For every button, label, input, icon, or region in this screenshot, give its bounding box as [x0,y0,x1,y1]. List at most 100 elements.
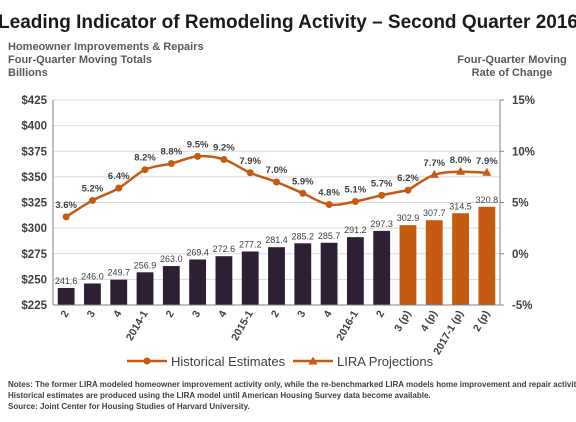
bar-value-label: 281.4 [265,235,288,245]
bar [58,288,75,305]
bar-value-label: 285.2 [292,231,315,241]
bar [242,251,259,305]
bar-value-label: 256.9 [134,260,157,270]
bar [294,243,311,305]
bar-value-label: 272.6 [213,244,236,254]
x-axis-tick-label: 2014-1 [124,308,151,342]
bar-value-label: 263.0 [160,254,183,264]
rate-marker [220,156,227,163]
bar [110,280,127,305]
bar [426,220,443,305]
bar-value-label: 277.2 [239,239,262,249]
x-axis-tick-label: 2015-1 [229,308,256,342]
x-axis-tick-label: 2 [58,308,71,319]
rate-value-label: 7.9% [476,156,498,167]
bar [189,259,206,305]
left-axis-tick-label: $375 [21,146,47,158]
rate-marker [89,197,96,204]
rate-marker [273,179,280,186]
right-axis-tick-label: -5% [512,300,532,312]
right-axis-tick-label: 5% [512,198,529,210]
x-axis-tick-label: 2 [269,308,282,319]
left-axis-tick-label: $350 [21,172,47,184]
x-axis-tick-label: 4 [216,308,229,319]
left-axis-title-line-1: Homeowner Improvements & Repairs [8,41,204,53]
left-axis-title-line-2: Four-Quarter Moving Totals [8,54,152,66]
rate-marker [247,169,254,176]
bar [478,207,495,305]
x-axis-tick-label: 3 [85,308,98,319]
rate-value-label: 9.2% [213,142,235,153]
left-axis-tick-label: $300 [21,223,47,235]
bar [137,272,154,305]
bar-value-label: 291.2 [344,225,367,235]
rate-value-label: 4.8% [318,188,340,199]
x-axis-tick-label: 3 [295,308,308,319]
bar-value-label: 314.5 [449,201,472,211]
bar-value-label: 269.4 [186,247,209,257]
rate-marker [168,160,175,167]
rate-marker [378,192,385,199]
rate-marker [115,185,122,192]
rate-value-label: 5.2% [82,183,104,194]
x-axis-tick-label: 3 (p) [392,309,413,334]
notes-line-3: Source: Joint Center for Housing Studies… [8,402,250,411]
rate-marker [352,198,359,205]
rate-value-label: 5.7% [371,178,393,189]
left-axis-tick-label: $275 [21,249,47,261]
bar-value-label: 246.0 [81,271,104,281]
right-axis-tick-label: 10% [512,146,535,158]
rate-value-label: 7.0% [266,165,288,176]
legend: Historical Estimates LIRA Projections [127,354,434,369]
rate-marker [326,201,333,208]
rate-value-label: 8.0% [450,155,472,166]
x-axis-tick-label: 2016-1 [334,308,361,342]
bar-value-label: 297.3 [370,219,393,229]
notes-line-2: Historical estimates are produced using … [8,391,431,400]
left-axis: $225 $250 $275 $300 $325 $350 $375 $400 $425 [21,95,53,312]
left-axis-tick-label: $400 [21,121,47,133]
bar [347,237,364,305]
left-axis-tick-label: $425 [21,95,47,107]
rate-marker [63,213,70,220]
bar-value-label: 285.7 [318,231,341,241]
bar [163,266,180,305]
rate-marker [194,153,201,160]
rate-marker [142,166,149,173]
bar-value-label: 320.8 [476,195,499,205]
right-axis-tick-label: 15% [512,95,535,107]
left-axis-tick-label: $225 [21,300,47,312]
rate-value-label: 8.2% [134,153,156,164]
bar [84,283,101,305]
x-axis-tick-label: 2 [374,308,387,319]
left-axis-title-line-3: Billions [8,67,48,79]
rate-value-label: 8.8% [160,147,182,158]
bar [373,231,390,305]
x-axis-tick-label: 2 (p) [471,308,492,333]
rate-value-label: 7.9% [239,156,261,167]
bars [58,207,496,305]
bar-value-label: 249.7 [107,268,130,278]
rate-value-label: 3.6% [55,200,77,211]
x-axis-tick-label: 4 (p) [418,309,439,334]
x-axis-tick-label: 4 [111,308,124,319]
right-axis: -5% 0% 5% 10% 15% [500,95,535,312]
legend-projections-label: LIRA Projections [337,354,434,369]
notes-line-1: Notes: The former LIRA modeled homeowner… [8,380,576,389]
rate-value-label: 6.4% [108,171,130,182]
legend-historical-marker [144,358,151,365]
x-axis-tick-label: 3 [190,308,203,319]
left-axis-tick-label: $250 [21,274,47,286]
left-axis-tick-label: $325 [21,198,47,210]
rate-value-label: 7.7% [423,158,445,169]
x-axis-tick-label: 2 [164,308,177,319]
bar [452,213,469,305]
rate-value-label: 9.5% [187,139,209,150]
legend-historical-label: Historical Estimates [171,354,286,369]
bar [215,256,232,305]
bar-value-label: 241.6 [55,276,78,286]
x-axis: 2 3 4 2014-1 2 3 4 2015-1 2 3 4 2016-1 2 3 (p) 4 (p)20… [53,305,500,357]
right-axis-title-line-2: Rate of Change [472,67,553,79]
bar [400,225,417,305]
